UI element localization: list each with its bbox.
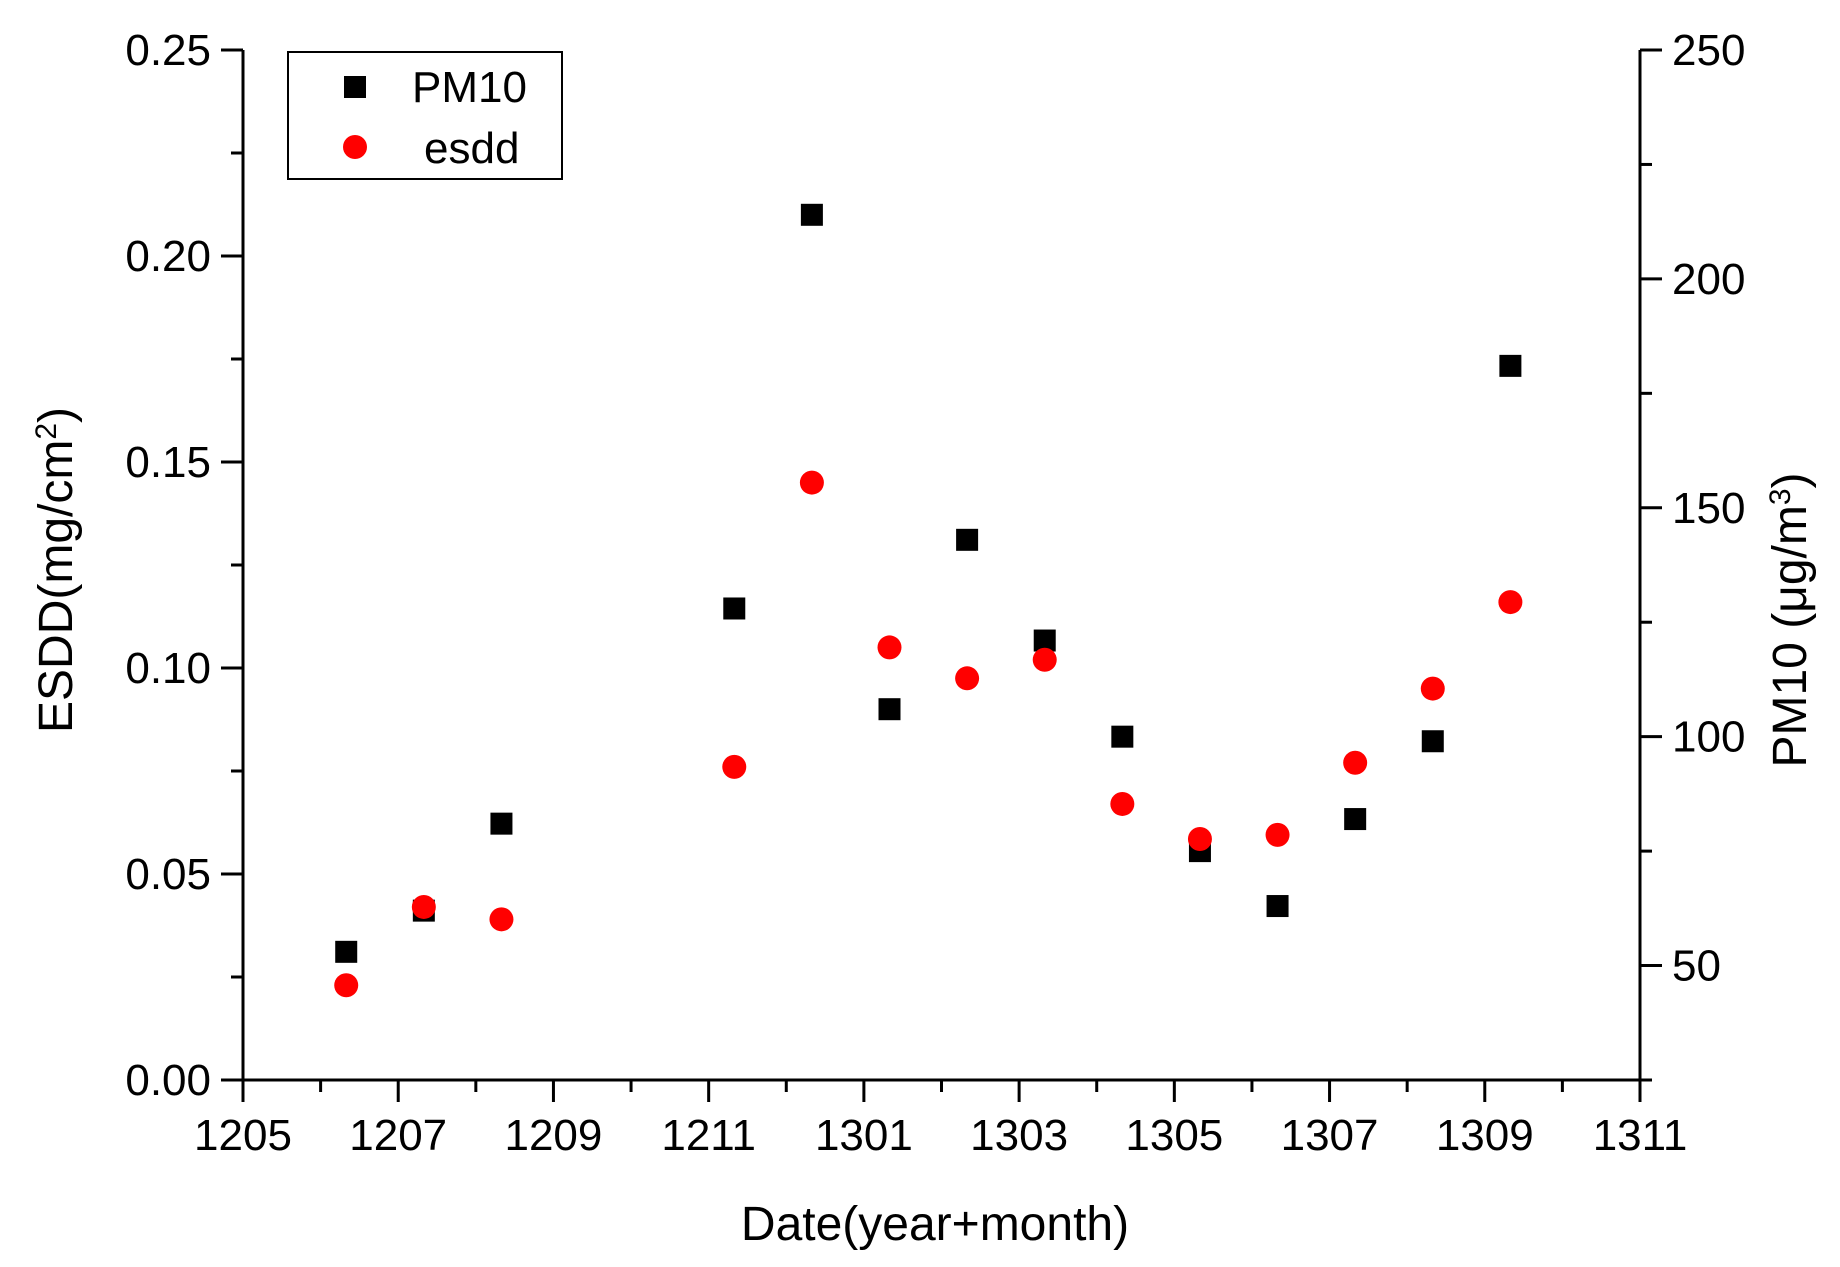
pm10-point: [1344, 808, 1367, 831]
esdd-point: [1265, 822, 1290, 847]
legend-label-esdd: esdd: [424, 124, 519, 173]
pm10-point: [1111, 725, 1134, 748]
axes-layer: 1205 1207 1209 1211 1301 1303 1305 1307 1309 1311…: [125, 26, 1745, 1160]
x-axis-title: Date(year+month): [741, 1198, 1129, 1251]
x-tick-label: 1209: [504, 1111, 602, 1160]
legend-label-pm10: PM10: [412, 63, 527, 112]
pm10-point: [723, 597, 746, 620]
y-axis-right-title: PM10 (μg/m3): [1764, 472, 1818, 767]
esdd-point: [489, 907, 514, 932]
x-tick-label: 1303: [970, 1111, 1068, 1160]
x-tick-label: 1311: [1593, 1111, 1688, 1160]
pm10-point: [1033, 629, 1056, 652]
esdd-point: [1032, 647, 1057, 672]
legend-box: [287, 51, 563, 180]
legend: PM10 esdd: [287, 51, 563, 180]
y-right-tick-label: 250: [1672, 26, 1745, 75]
y-axis-left-title: ESDD(mg/cm2): [30, 407, 84, 733]
pm10-point: [335, 940, 358, 963]
y-right-tick-label: 100: [1672, 713, 1745, 762]
esdd-point: [1343, 750, 1368, 775]
x-tick-label: 1211: [661, 1111, 756, 1160]
esdd-point: [411, 894, 436, 919]
legend-marker-esdd: [343, 135, 367, 159]
esdd-point: [877, 635, 902, 660]
pm10-point: [490, 812, 513, 835]
y-right-tick-label: 50: [1672, 942, 1721, 991]
y-left-tick-label: 0.25: [125, 26, 211, 75]
y-left-tick-label: 0.00: [125, 1056, 211, 1105]
esdd-point: [1110, 791, 1135, 816]
x-tick-label: 1207: [349, 1111, 447, 1160]
pm10-point: [1421, 730, 1444, 753]
y-left-tick-label: 0.20: [125, 232, 211, 281]
esdd-point: [955, 666, 980, 691]
x-tick-label: 1307: [1281, 1111, 1379, 1160]
x-tick-label: 1309: [1436, 1111, 1534, 1160]
esdd-point: [1187, 826, 1212, 851]
esdd-point: [1420, 676, 1445, 701]
x-tick-label: 1205: [194, 1111, 292, 1160]
esdd-point: [1498, 590, 1523, 615]
y-left-tick-label: 0.10: [125, 644, 211, 693]
legend-marker-pm10: [344, 76, 366, 98]
pm10-point: [1499, 354, 1522, 377]
esdd-point: [722, 754, 747, 779]
y-right-tick-label: 200: [1672, 255, 1745, 304]
pm10-point: [800, 203, 823, 226]
y-left-tick-label: 0.05: [125, 850, 211, 899]
data-marks: [334, 203, 1523, 998]
y-right-tick-label: 150: [1672, 484, 1745, 533]
esdd-point: [334, 973, 359, 998]
y-left-tick-label: 0.15: [125, 438, 211, 487]
pm10-point: [1266, 895, 1289, 918]
pm10-point: [878, 698, 901, 721]
x-tick-label: 1305: [1125, 1111, 1223, 1160]
esdd-point: [799, 470, 824, 495]
pm10-point: [956, 528, 979, 551]
x-tick-label: 1301: [815, 1111, 913, 1160]
